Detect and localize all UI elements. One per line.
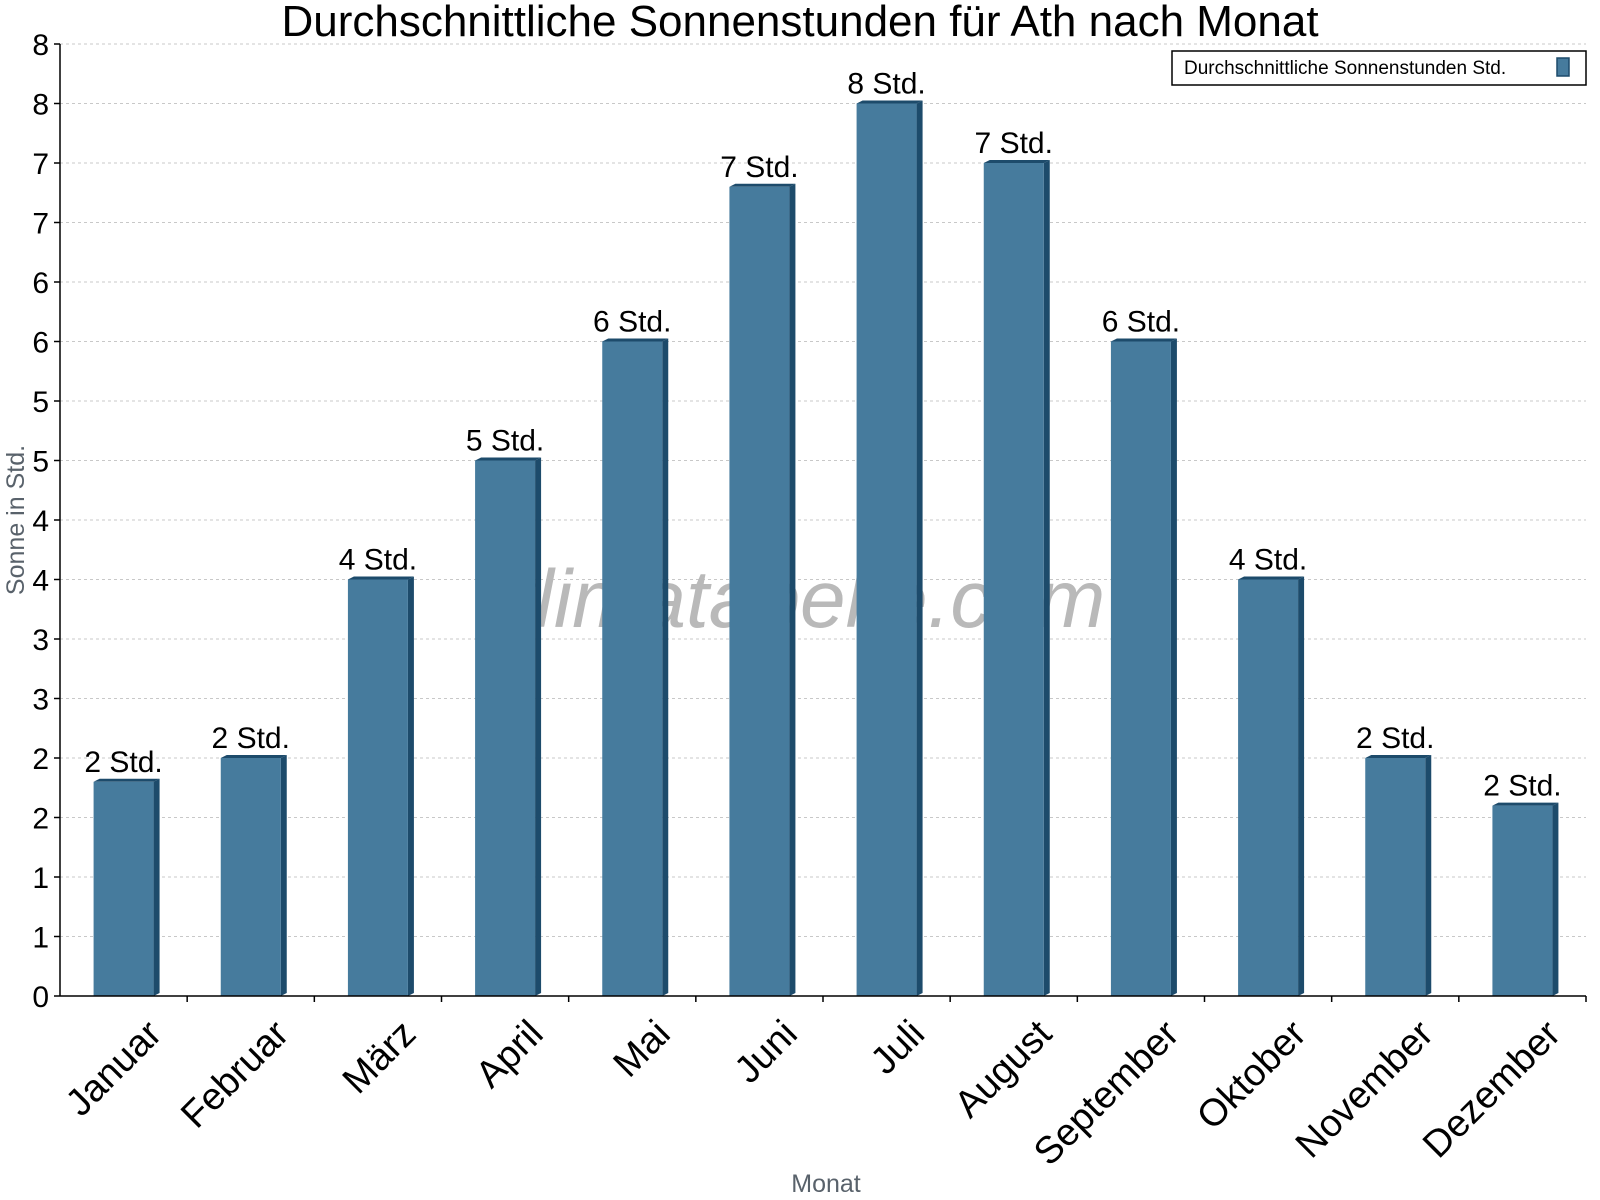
legend-swatch — [1556, 57, 1570, 77]
bar-top — [856, 100, 923, 104]
bar-side — [153, 778, 160, 996]
bar-top — [347, 576, 414, 580]
y-tick-label: 1 — [32, 862, 49, 895]
bar-side — [407, 576, 414, 996]
bar — [1110, 341, 1171, 996]
bar-side — [1552, 802, 1559, 996]
bar — [220, 758, 281, 996]
bar-top — [983, 160, 1050, 163]
bar-side — [1298, 576, 1305, 996]
y-tick-label: 5 — [32, 446, 49, 479]
bar — [602, 341, 663, 996]
x-tick-label: Januar — [58, 1012, 170, 1124]
data-label: 2 Std. — [212, 722, 290, 755]
data-label: 6 Std. — [1102, 306, 1180, 339]
data-label: 2 Std. — [84, 746, 162, 779]
chart-title: Durchschnittliche Sonnenstunden für Ath … — [281, 0, 1318, 46]
x-tick-label: Mai — [606, 1013, 679, 1086]
x-axis-ticks: Januar Februar März April Mai Juni Juli AugustS… — [58, 996, 1587, 1174]
bar-side — [280, 755, 287, 996]
y-tick-label: 2 — [32, 743, 49, 776]
x-tick-label: März — [335, 1013, 424, 1102]
legend-box — [1171, 50, 1587, 86]
y-tick-label: 0 — [32, 981, 49, 1014]
bar-side — [535, 457, 542, 996]
bar-side — [916, 100, 923, 996]
bar — [1365, 758, 1426, 996]
bar-top — [1238, 576, 1305, 580]
x-tick-label: Februar — [173, 1012, 297, 1136]
bar-top — [220, 755, 287, 758]
bar-side — [662, 338, 669, 996]
data-label: 4 Std. — [339, 544, 417, 577]
bar — [1492, 805, 1553, 996]
y-tick-label: 7 — [32, 208, 49, 241]
y-tick-label: 8 — [32, 29, 49, 62]
y-tick-label: 8 — [32, 89, 49, 122]
x-tick-label: Juli — [863, 1013, 933, 1083]
bar — [93, 781, 154, 996]
y-tick-label: 3 — [32, 624, 49, 657]
legend: Durchschnittliche Sonnenstunden Std. — [1171, 50, 1587, 86]
gridlines — [60, 43, 1586, 937]
bar — [347, 579, 408, 996]
data-label: 8 Std. — [847, 68, 925, 101]
x-tick-label: Oktober — [1189, 1012, 1315, 1138]
y-tick-label: 6 — [32, 267, 49, 300]
bar — [729, 186, 790, 997]
bar-side — [789, 183, 796, 997]
data-label: 5 Std. — [466, 425, 544, 458]
y-tick-label: 2 — [32, 803, 49, 836]
y-tick-label: 7 — [32, 148, 49, 181]
x-tick-label: August — [947, 1012, 1061, 1126]
y-tick-label: 4 — [32, 505, 49, 538]
bar-side — [1170, 338, 1177, 996]
data-label: 7 Std. — [720, 151, 798, 184]
data-label: 7 Std. — [975, 127, 1053, 160]
y-axis-label: Sonne in Std. — [2, 445, 30, 595]
y-tick-label: 6 — [32, 327, 49, 360]
x-axis-label: Monat — [791, 1170, 861, 1198]
data-label: 6 Std. — [593, 306, 671, 339]
y-tick-label: 3 — [32, 684, 49, 717]
bar — [475, 460, 536, 996]
x-tick-label: November — [1288, 1012, 1442, 1166]
bar-top — [93, 778, 160, 782]
data-label: 2 Std. — [1356, 722, 1434, 755]
data-label: 4 Std. — [1229, 544, 1307, 577]
bar — [856, 103, 917, 996]
bar-top — [602, 338, 669, 342]
bar-side — [1043, 160, 1050, 996]
bar — [983, 163, 1044, 996]
bar-top — [1492, 802, 1559, 806]
y-axis-ticks: 0 1 1 2 2 3 3 4 4 5 5 6 6 7 7 8 8 — [32, 29, 60, 1014]
bar-side — [1425, 755, 1432, 996]
y-tick-label: 5 — [32, 386, 49, 419]
y-tick-label: 4 — [32, 565, 49, 598]
bar-series: 2 Std. 2 Std. 4 Std. 5 Std. 6 Std. 7 Std. 8 St… — [84, 68, 1562, 997]
x-tick-label: April — [468, 1013, 551, 1096]
bar-top — [1365, 755, 1432, 758]
data-label: 2 Std. — [1483, 770, 1561, 803]
bar-top — [729, 183, 796, 187]
legend-label: Durchschnittliche Sonnenstunden Std. — [1184, 58, 1506, 79]
x-tick-label: Juni — [727, 1013, 806, 1092]
x-tick-label: Dezember — [1415, 1012, 1569, 1166]
bar-top — [1110, 338, 1177, 342]
bar-top — [475, 457, 542, 461]
bar — [1238, 579, 1299, 996]
y-tick-label: 1 — [32, 922, 49, 955]
